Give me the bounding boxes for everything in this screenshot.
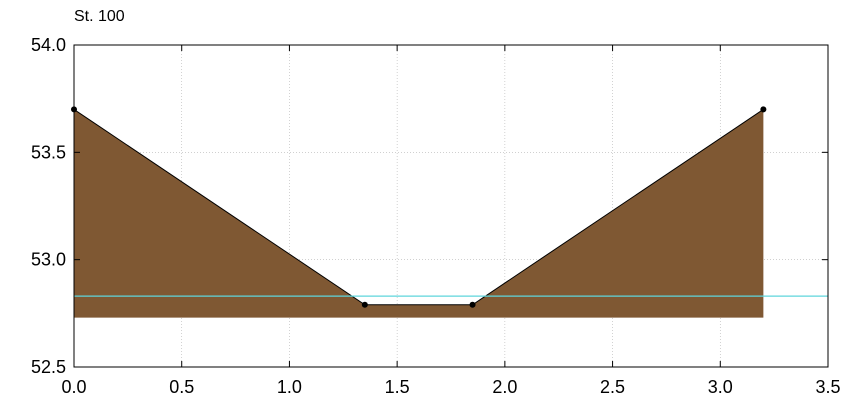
x-tick-label: 2.5 [600,377,625,397]
profile-point [361,301,368,308]
x-tick-label: 3.0 [708,377,733,397]
y-tick-label: 53.0 [31,250,66,270]
y-tick-label: 54.0 [31,35,66,55]
y-tick-label: 53.5 [31,142,66,162]
x-tick-label: 2.0 [492,377,517,397]
ground-fill [74,109,764,318]
profile-point [760,106,767,113]
x-tick-label: 1.5 [385,377,410,397]
x-tick-label: 0.5 [169,377,194,397]
x-tick-label: 1.0 [277,377,302,397]
plot-frame [73,44,829,368]
y-tick-label: 52.5 [31,357,66,377]
x-tick-label: 0.0 [61,377,86,397]
profile-point [469,301,476,308]
x-tick-label: 3.5 [815,377,840,397]
ground-profile-line [73,108,764,306]
chart-title: St. 100 [74,8,125,25]
